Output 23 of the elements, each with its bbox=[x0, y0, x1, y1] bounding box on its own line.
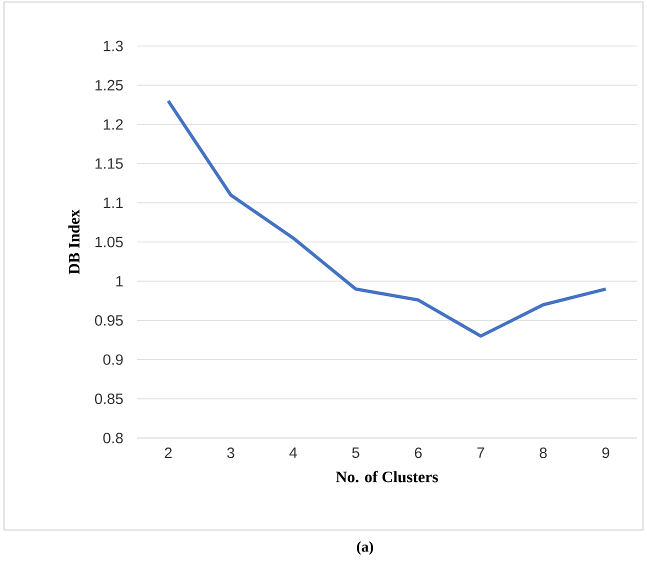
y-axis-title: DB Index bbox=[68, 210, 80, 274]
x-axis-title: No. of Clusters bbox=[336, 470, 438, 482]
y-tick-label: 1.25 bbox=[96, 80, 123, 90]
y-tick-label: 1.3 bbox=[104, 40, 123, 52]
x-tick-label: 7 bbox=[477, 448, 484, 458]
x-tick-label: 4 bbox=[289, 448, 297, 458]
y-tick-label: 1 bbox=[116, 276, 123, 286]
y-tick-label: 0.9 bbox=[103, 354, 123, 365]
y-tick-label: 1.05 bbox=[96, 236, 123, 248]
text: (a) bbox=[356, 541, 374, 555]
x-tick-label: 8 bbox=[540, 448, 547, 458]
y-tick-label: 0.95 bbox=[94, 315, 123, 326]
y-tick-label: 1.2 bbox=[104, 119, 123, 130]
line-series bbox=[166, 99, 608, 338]
y-tick-label: 1.1 bbox=[104, 198, 123, 208]
x-tick-label: 3 bbox=[227, 448, 234, 458]
y-tick-label: 0.8 bbox=[103, 432, 123, 444]
x-tick-label: 6 bbox=[414, 448, 422, 458]
y-tick-label: 1.15 bbox=[96, 158, 123, 169]
x-tick-label: 9 bbox=[602, 448, 610, 458]
x-tick-label: 5 bbox=[352, 448, 360, 458]
y-tick-label: 0.85 bbox=[94, 394, 123, 404]
x-tick-label: 2 bbox=[164, 448, 172, 458]
